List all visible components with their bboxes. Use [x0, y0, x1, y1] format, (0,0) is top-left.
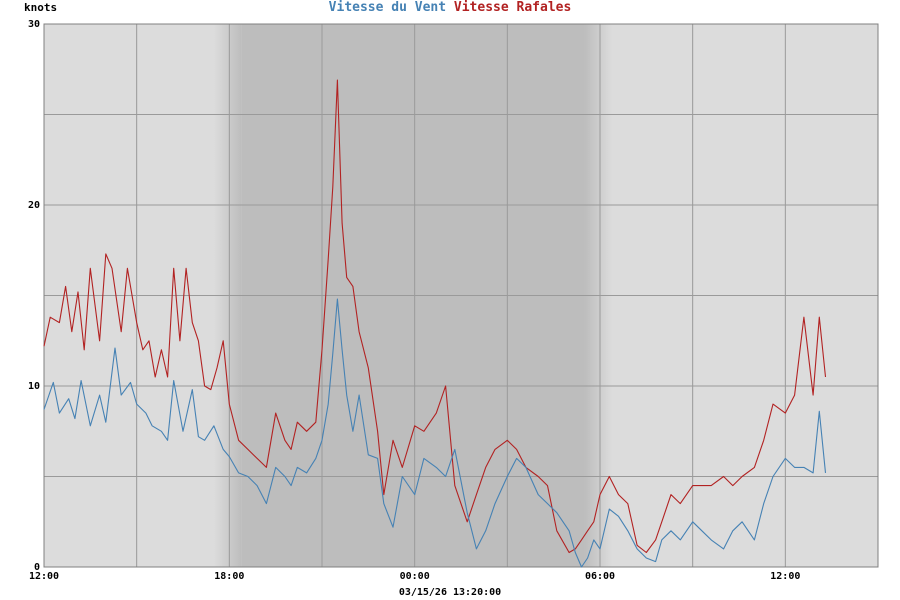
- x-tick-label: 00:00: [400, 571, 430, 582]
- y-tick-label: 20: [28, 200, 40, 211]
- x-tick-label: 06:00: [585, 571, 615, 582]
- y-axis-label: knots: [24, 1, 58, 14]
- chart-title: Vitesse du Vent Vitesse Rafales: [0, 0, 900, 16]
- title-series-gust: Vitesse Rafales: [453, 0, 572, 15]
- series-line-gust: [43, 79, 827, 554]
- plot-frame: [43, 23, 879, 568]
- y-tick-label: 10: [28, 381, 40, 392]
- x-tick-label: 12:00: [29, 571, 59, 582]
- x-tick-label: 12:00: [770, 571, 800, 582]
- series-line-wind: [43, 298, 827, 568]
- y-tick-label: 0: [34, 562, 40, 573]
- x-tick-label: 18:00: [214, 571, 244, 582]
- y-tick-label: 30: [28, 19, 40, 30]
- title-series-wind: Vitesse du Vent: [328, 0, 447, 15]
- x-axis-label: 03/15/26 13:20:00: [398, 587, 502, 598]
